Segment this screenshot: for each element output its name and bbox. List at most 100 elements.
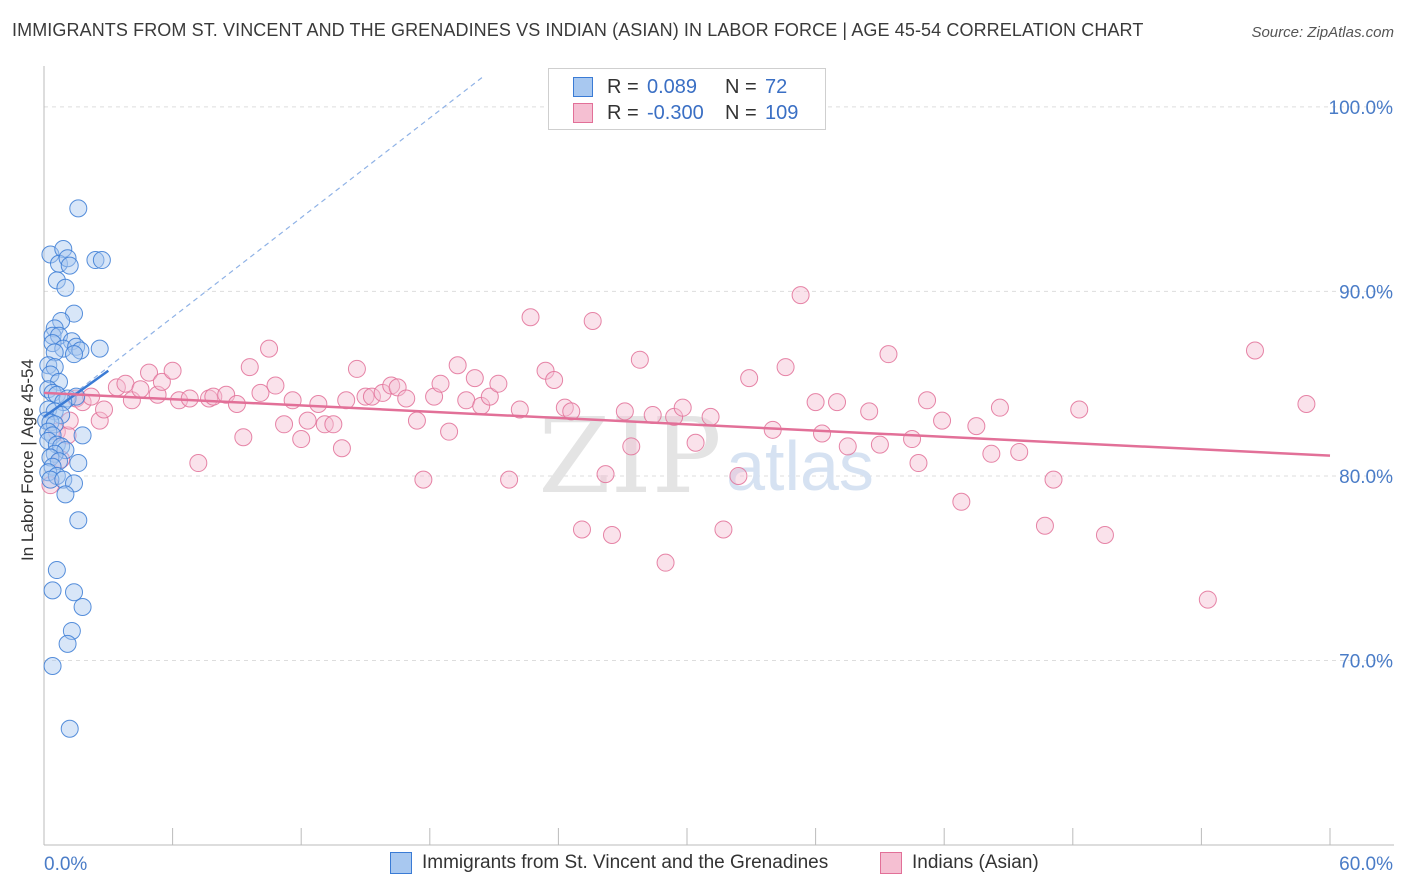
pink-point — [729, 466, 748, 485]
pink-point — [686, 433, 705, 452]
x-tick-label-max: 60.0% — [1339, 854, 1393, 875]
pink-point — [152, 372, 171, 391]
pink-point — [260, 339, 279, 358]
blue-point — [41, 470, 60, 489]
pink-point — [838, 437, 857, 456]
blue-point — [58, 249, 77, 268]
blue-point — [56, 278, 75, 297]
blue-point — [65, 345, 84, 364]
pink-point — [324, 415, 343, 434]
pink-point — [967, 417, 986, 436]
pink-point — [431, 374, 450, 393]
pink-point — [332, 439, 351, 458]
pink-point — [828, 393, 847, 412]
pink-point — [382, 376, 401, 395]
blue-point — [69, 199, 88, 218]
pink-point — [990, 398, 1009, 417]
pink-point — [1198, 590, 1217, 609]
pink-point — [622, 437, 641, 456]
pink-point — [813, 424, 832, 443]
pink-point — [1297, 394, 1316, 413]
pink-point — [860, 402, 879, 421]
pink-point — [440, 422, 459, 441]
pink-point — [95, 400, 114, 419]
pink-point — [521, 308, 540, 327]
blue-series-points — [37, 199, 111, 738]
pink-point — [489, 374, 508, 393]
blue-swatch — [573, 77, 593, 97]
pink-point — [180, 389, 199, 408]
pink-point — [656, 553, 675, 572]
y-tick-label: 80.0% — [1339, 467, 1393, 488]
gridlines — [44, 106, 1394, 661]
pink-point — [457, 391, 476, 410]
y-tick-label: 90.0% — [1339, 282, 1393, 303]
legend-n-label: N = — [725, 101, 757, 124]
blue-point — [43, 657, 62, 676]
pink-point — [870, 435, 889, 454]
watermark-atlas: atlas — [726, 427, 874, 505]
pink-point — [510, 400, 529, 419]
y-tick-label: 100.0% — [1329, 98, 1394, 119]
diagonal-reference — [43, 75, 485, 418]
source-credit: Source: ZipAtlas.com — [1251, 24, 1394, 41]
axes — [43, 66, 1394, 846]
pink-point — [545, 371, 564, 389]
legend-r-label: R = — [607, 101, 639, 124]
pink-point — [448, 356, 467, 375]
pink-trend-line — [43, 391, 1331, 457]
pink-point — [776, 358, 795, 377]
pink-swatch — [573, 103, 593, 123]
pink-point — [292, 430, 311, 449]
pink-point — [140, 363, 159, 382]
pink-point — [630, 350, 649, 369]
pink-point — [500, 470, 519, 489]
pink-point — [1245, 341, 1264, 360]
pink-point — [234, 428, 253, 447]
pink-point — [740, 369, 759, 388]
pink-point — [347, 359, 366, 378]
blue-point — [54, 239, 73, 258]
pink-point — [60, 411, 79, 430]
blue-point — [56, 441, 75, 460]
pink-point — [643, 406, 662, 425]
pink-point — [131, 380, 150, 399]
blue-point — [73, 426, 92, 445]
pink-point — [982, 444, 1001, 463]
legend-n-label: N = — [725, 75, 757, 98]
pink-point — [275, 415, 294, 434]
pink-point — [309, 394, 328, 413]
pink-point — [480, 387, 499, 406]
pink-point — [714, 520, 733, 539]
blue-legend-swatch — [390, 852, 412, 874]
legend-r-value-blue: 0.089 — [647, 75, 698, 98]
legend-item-blue: Immigrants from St. Vincent and the Gren… — [390, 852, 828, 874]
pink-point — [909, 454, 928, 473]
pink-point — [397, 389, 416, 408]
blue-point — [60, 719, 79, 738]
pink-point — [583, 311, 602, 330]
blue-point — [56, 485, 75, 504]
blue-point — [54, 470, 73, 489]
pink-point — [407, 411, 426, 430]
pink-point — [1035, 516, 1054, 535]
legend-row-blue: R = 0.089 N = 72 — [573, 75, 805, 99]
blue-point — [52, 311, 71, 330]
blue-legend-label: Immigrants from St. Vincent and the Gren… — [422, 852, 829, 873]
series-legend: Immigrants from St. Vincent and the Gren… — [0, 852, 1406, 878]
pink-point — [879, 345, 898, 364]
pink-point — [356, 387, 375, 406]
pink-point — [362, 387, 381, 406]
blue-point — [92, 251, 111, 270]
y-tick-label: 70.0% — [1339, 651, 1393, 672]
blue-point — [73, 597, 92, 616]
pink-point — [116, 374, 135, 393]
pink-point — [251, 383, 270, 402]
legend-r-value-pink: -0.300 — [647, 101, 704, 124]
blue-point — [69, 511, 88, 530]
pink-point — [952, 492, 971, 511]
legend-item-pink: Indians (Asian) — [880, 852, 1039, 874]
pink-point — [933, 411, 952, 430]
pink-point — [791, 286, 810, 305]
